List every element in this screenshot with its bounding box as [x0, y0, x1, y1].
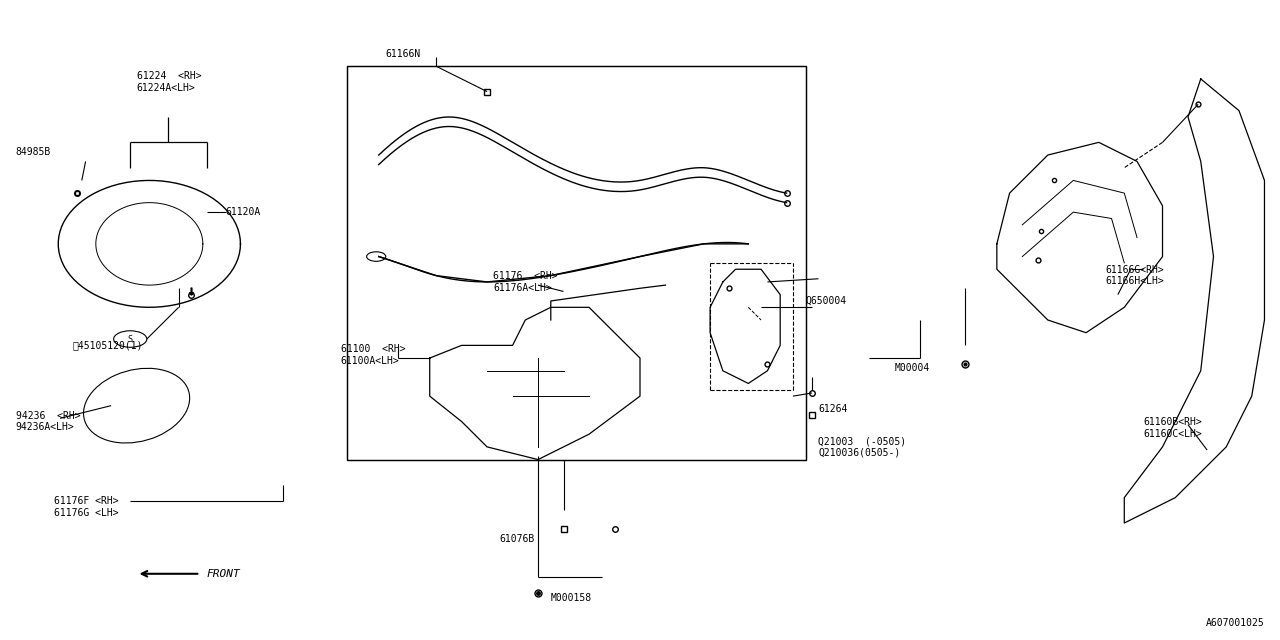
Text: Q650004: Q650004 [805, 296, 847, 306]
Text: 61224  <RH>
61224A<LH>: 61224 <RH> 61224A<LH> [137, 71, 201, 93]
Text: 61076B: 61076B [499, 534, 535, 544]
Text: S: S [128, 335, 133, 344]
Bar [347, 66, 805, 460]
Text: M000158: M000158 [550, 593, 591, 603]
Text: 61120A: 61120A [225, 207, 261, 217]
Text: 61176  <RH>
61176A<LH>: 61176 <RH> 61176A<LH> [493, 271, 558, 292]
Text: 94236  <RH>
94236A<LH>: 94236 <RH> 94236A<LH> [15, 411, 81, 432]
Text: A607001025: A607001025 [1206, 618, 1265, 628]
Text: FRONT: FRONT [206, 569, 241, 579]
Text: 61264: 61264 [818, 404, 847, 414]
Text: 61166G<RH>
61166H<LH>: 61166G<RH> 61166H<LH> [1105, 265, 1164, 286]
Text: 61176F <RH>
61176G <LH>: 61176F <RH> 61176G <LH> [54, 497, 118, 518]
Text: Ⓟ45105120(1): Ⓟ45105120(1) [73, 340, 143, 350]
Text: 61100  <RH>
61100A<LH>: 61100 <RH> 61100A<LH> [340, 344, 406, 365]
Bar [347, 66, 805, 460]
Text: 61166N: 61166N [385, 49, 420, 58]
Text: 84985B: 84985B [15, 147, 51, 157]
Text: 61160B<RH>
61160C<LH>: 61160B<RH> 61160C<LH> [1143, 417, 1202, 438]
Text: Q21003  (-0505)
Q210036(0505-): Q21003 (-0505) Q210036(0505-) [818, 436, 906, 458]
Text: M00004: M00004 [895, 363, 931, 372]
